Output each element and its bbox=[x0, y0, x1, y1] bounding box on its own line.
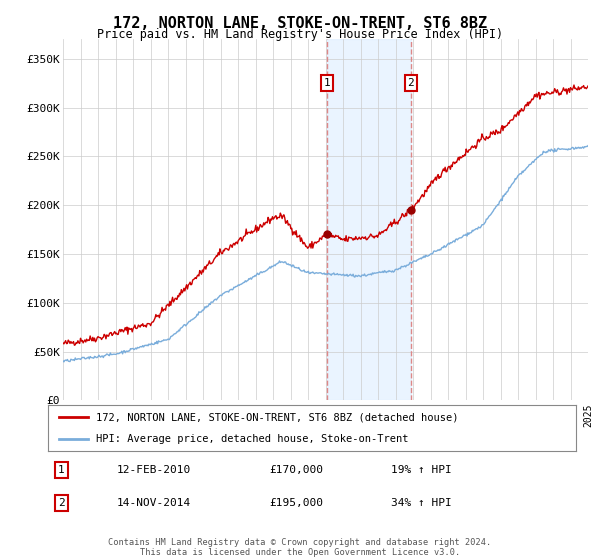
Text: 172, NORTON LANE, STOKE-ON-TRENT, ST6 8BZ: 172, NORTON LANE, STOKE-ON-TRENT, ST6 8B… bbox=[113, 16, 487, 31]
Text: 14-NOV-2014: 14-NOV-2014 bbox=[116, 498, 191, 508]
Text: 1: 1 bbox=[58, 465, 65, 475]
Text: 19% ↑ HPI: 19% ↑ HPI bbox=[391, 465, 452, 475]
Text: 34% ↑ HPI: 34% ↑ HPI bbox=[391, 498, 452, 508]
Text: £195,000: £195,000 bbox=[270, 498, 324, 508]
Text: 1: 1 bbox=[324, 78, 331, 88]
Text: 2: 2 bbox=[58, 498, 65, 508]
Text: 172, NORTON LANE, STOKE-ON-TRENT, ST6 8BZ (detached house): 172, NORTON LANE, STOKE-ON-TRENT, ST6 8B… bbox=[95, 412, 458, 422]
Text: Price paid vs. HM Land Registry's House Price Index (HPI): Price paid vs. HM Land Registry's House … bbox=[97, 28, 503, 41]
Text: HPI: Average price, detached house, Stoke-on-Trent: HPI: Average price, detached house, Stok… bbox=[95, 435, 408, 444]
Text: 12-FEB-2010: 12-FEB-2010 bbox=[116, 465, 191, 475]
Text: £170,000: £170,000 bbox=[270, 465, 324, 475]
Text: 2: 2 bbox=[407, 78, 414, 88]
Bar bbox=[327, 39, 411, 400]
Text: Contains HM Land Registry data © Crown copyright and database right 2024.
This d: Contains HM Land Registry data © Crown c… bbox=[109, 538, 491, 557]
